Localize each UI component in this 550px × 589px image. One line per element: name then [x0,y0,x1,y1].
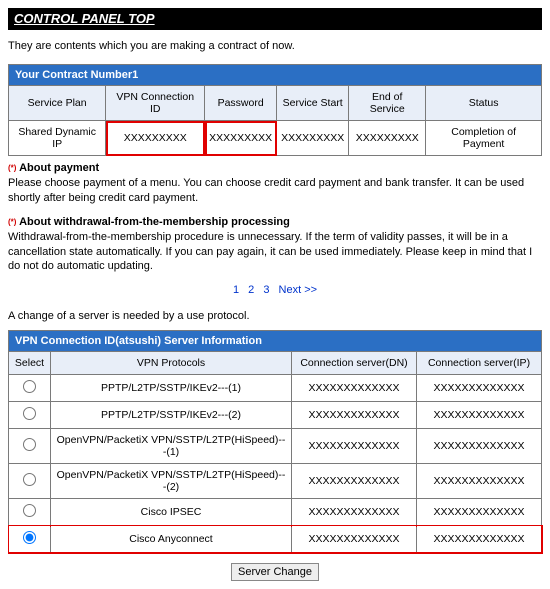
cell-server-ip: XXXXXXXXXXXXX [417,402,542,429]
cell-service-plan: Shared Dynamic IP [9,121,106,156]
col-server-ip: Connection server(IP) [417,352,542,375]
bullet-icon: (*) [8,164,16,173]
cell-select [9,429,51,464]
cell-server-dn: XXXXXXXXXXXXX [292,464,417,499]
pager-1[interactable]: 1 [233,284,239,296]
col-service-start: Service Start [277,86,349,121]
pager-2[interactable]: 2 [248,284,254,296]
cell-select [9,526,51,553]
server-radio[interactable] [23,531,36,544]
cell-server-ip: XXXXXXXXXXXXX [417,429,542,464]
cell-protocol: PPTP/L2TP/SSTP/IKEv2---(2) [51,402,292,429]
pager-3[interactable]: 3 [263,284,269,296]
cell-status: Completion of Payment [426,121,542,156]
table-row: PPTP/L2TP/SSTP/IKEv2---(1)XXXXXXXXXXXXXX… [9,375,542,402]
cell-server-dn: XXXXXXXXXXXXX [292,526,417,553]
cell-select [9,499,51,526]
intro-text: They are contents which you are making a… [8,40,542,52]
col-password: Password [205,86,277,121]
table-row: PPTP/L2TP/SSTP/IKEv2---(2)XXXXXXXXXXXXXX… [9,402,542,429]
table-row: OpenVPN/PacketiX VPN/SSTP/L2TP(HiSpeed)-… [9,464,542,499]
server-radio[interactable] [23,438,36,451]
note-payment-body: Please choose payment of a menu. You can… [8,176,542,206]
cell-select [9,464,51,499]
cell-server-ip: XXXXXXXXXXXXX [417,375,542,402]
note-payment-title-text: About payment [19,162,99,174]
cell-end-of-service: XXXXXXXXX [349,121,426,156]
cell-protocol: OpenVPN/PacketiX VPN/SSTP/L2TP(HiSpeed)-… [51,429,292,464]
note-payment-title: (*) About payment [8,162,542,174]
server-info-header: VPN Connection ID(atsushi) Server Inform… [8,330,542,351]
server-radio[interactable] [23,504,36,517]
table-row: OpenVPN/PacketiX VPN/SSTP/L2TP(HiSpeed)-… [9,429,542,464]
cell-server-ip: XXXXXXXXXXXXX [417,464,542,499]
cell-service-start: XXXXXXXXX [277,121,349,156]
note-withdrawal-title-text: About withdrawal-from-the-membership pro… [19,216,290,228]
col-select: Select [9,352,51,375]
cell-protocol: Cisco Anyconnect [51,526,292,553]
col-service-plan: Service Plan [9,86,106,121]
cell-server-dn: XXXXXXXXXXXXX [292,375,417,402]
note-withdrawal-title: (*) About withdrawal-from-the-membership… [8,216,542,228]
table-row: Cisco IPSECXXXXXXXXXXXXXXXXXXXXXXXXXX [9,499,542,526]
bullet-icon: (*) [8,217,16,226]
cell-server-ip: XXXXXXXXXXXXX [417,526,542,553]
table-row: Cisco AnyconnectXXXXXXXXXXXXXXXXXXXXXXXX… [9,526,542,553]
server-radio[interactable] [23,380,36,393]
cell-select [9,402,51,429]
cell-vpn-id: XXXXXXXXX [106,121,205,156]
server-radio[interactable] [23,407,36,420]
contract-header: Your Contract Number1 [8,64,542,85]
cell-server-ip: XXXXXXXXXXXXX [417,499,542,526]
cell-password: XXXXXXXXX [205,121,277,156]
cell-protocol: Cisco IPSEC [51,499,292,526]
cell-server-dn: XXXXXXXXXXXXX [292,402,417,429]
server-change-caption: A change of a server is needed by a use … [8,310,542,322]
cell-server-dn: XXXXXXXXXXXXX [292,429,417,464]
cell-select [9,375,51,402]
server-change-button[interactable]: Server Change [231,563,319,581]
cell-protocol: PPTP/L2TP/SSTP/IKEv2---(1) [51,375,292,402]
server-info-table: Select VPN Protocols Connection server(D… [8,351,542,553]
contract-table: Service Plan VPN Connection ID Password … [8,85,542,156]
note-withdrawal-body: Withdrawal-from-the-membership procedure… [8,230,542,275]
col-status: Status [426,86,542,121]
server-radio[interactable] [23,473,36,486]
col-protocols: VPN Protocols [51,352,292,375]
pager-next[interactable]: Next >> [279,284,318,296]
col-vpn-id: VPN Connection ID [106,86,205,121]
page-title: CONTROL PANEL TOP [8,8,542,30]
pager: 1 2 3 Next >> [8,284,542,296]
cell-protocol: OpenVPN/PacketiX VPN/SSTP/L2TP(HiSpeed)-… [51,464,292,499]
col-server-dn: Connection server(DN) [292,352,417,375]
col-end-of-service: End of Service [349,86,426,121]
cell-server-dn: XXXXXXXXXXXXX [292,499,417,526]
